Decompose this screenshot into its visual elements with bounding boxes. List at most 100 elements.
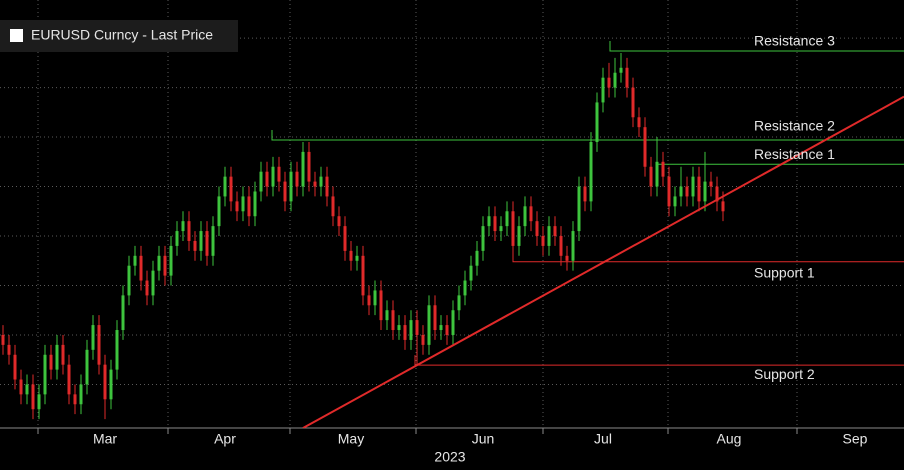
- candle-body: [301, 151, 305, 187]
- candle-body: [247, 196, 251, 217]
- candle-body: [49, 354, 53, 370]
- candle-body: [661, 161, 665, 177]
- candle-body: [463, 280, 467, 296]
- candle-body: [691, 176, 695, 197]
- candle-body: [7, 344, 11, 355]
- candle-body: [283, 181, 287, 202]
- candle-body: [103, 364, 107, 400]
- candle-body: [535, 221, 539, 237]
- candle-body: [241, 196, 245, 212]
- candle-body: [403, 325, 407, 340]
- candle-body: [151, 270, 155, 296]
- candle-body: [703, 181, 707, 202]
- candle-body: [721, 201, 725, 212]
- candle-body: [655, 161, 659, 187]
- candle-body: [367, 295, 371, 306]
- candle-body: [547, 226, 551, 246]
- candle-body: [43, 354, 47, 395]
- legend-box: [0, 20, 238, 52]
- x-axis-title: 2023: [434, 449, 465, 465]
- candle-body: [715, 186, 719, 202]
- candle-body: [517, 226, 521, 246]
- x-tick-label: Mar: [93, 431, 117, 447]
- candle-body: [127, 265, 131, 296]
- candle-body: [619, 67, 623, 73]
- candle-body: [577, 186, 581, 232]
- candle-body: [409, 320, 413, 340]
- candle-body: [583, 186, 587, 202]
- candle-body: [211, 226, 215, 256]
- x-tick-label: Apr: [214, 431, 236, 447]
- candle-body: [433, 305, 437, 331]
- candle-body: [529, 206, 533, 222]
- candle-body: [79, 384, 83, 405]
- candle-body: [193, 240, 197, 251]
- candle-body: [451, 310, 455, 335]
- candle-body: [649, 166, 653, 187]
- candle-body: [397, 325, 401, 331]
- candle-body: [259, 171, 263, 192]
- candle-body: [331, 196, 335, 217]
- candle-body: [265, 171, 269, 187]
- candle-body: [187, 221, 191, 241]
- candle-body: [679, 186, 683, 197]
- candle-body: [469, 265, 473, 281]
- x-tick-label: Jun: [472, 431, 495, 447]
- candle-body: [55, 344, 59, 370]
- candle-body: [421, 334, 425, 345]
- candle-body: [1, 334, 5, 345]
- candle-body: [613, 72, 617, 88]
- x-tick-label: Jul: [594, 431, 612, 447]
- candle-body: [697, 176, 701, 202]
- candle-body: [145, 280, 149, 296]
- candle-body: [115, 330, 119, 370]
- candle-body: [523, 206, 527, 227]
- candle-body: [73, 394, 77, 405]
- candle-body: [121, 295, 125, 331]
- candle-body: [271, 166, 275, 187]
- candle-body: [385, 310, 389, 321]
- candle-body: [379, 290, 383, 321]
- candle-body: [475, 250, 479, 266]
- candle-body: [673, 196, 677, 207]
- trendline: [302, 95, 904, 428]
- level-label: Resistance 1: [754, 146, 835, 162]
- level-line: [271, 130, 904, 141]
- candle-body: [325, 176, 329, 197]
- candle-body: [253, 191, 257, 217]
- candle-body: [565, 255, 569, 261]
- labels: Mar Apr May Jun Jul Aug Sep Resistance 3 Resista…: [93, 33, 868, 447]
- candle-body: [415, 320, 419, 335]
- candle-body: [295, 171, 299, 187]
- candle-body: [85, 349, 89, 385]
- candle-body: [235, 201, 239, 212]
- candle-body: [277, 166, 281, 182]
- candle-body: [391, 310, 395, 331]
- candle-body: [709, 181, 713, 187]
- candle-body: [307, 151, 311, 182]
- candle-body: [607, 77, 611, 88]
- level-line: [609, 40, 904, 52]
- candle-body: [229, 176, 233, 202]
- candle-body: [343, 226, 347, 251]
- candle-body: [91, 325, 95, 350]
- candle-body: [349, 250, 353, 261]
- candle-body: [631, 87, 635, 118]
- candle-body: [217, 196, 221, 227]
- candle-body: [457, 295, 461, 311]
- candle-body: [667, 176, 671, 207]
- month-ticks: [37, 428, 798, 434]
- candle-body: [511, 211, 515, 246]
- candle-body: [133, 255, 137, 266]
- candle-body: [439, 325, 443, 331]
- candle-body: [445, 325, 449, 335]
- candle-body: [181, 221, 185, 232]
- candle-body: [481, 226, 485, 251]
- level-label: Support 1: [754, 264, 815, 280]
- candle-body: [139, 255, 143, 281]
- candle-body: [541, 236, 545, 246]
- x-tick-label: Sep: [843, 431, 868, 447]
- level-label: Resistance 2: [754, 118, 835, 134]
- candle-body: [553, 226, 557, 237]
